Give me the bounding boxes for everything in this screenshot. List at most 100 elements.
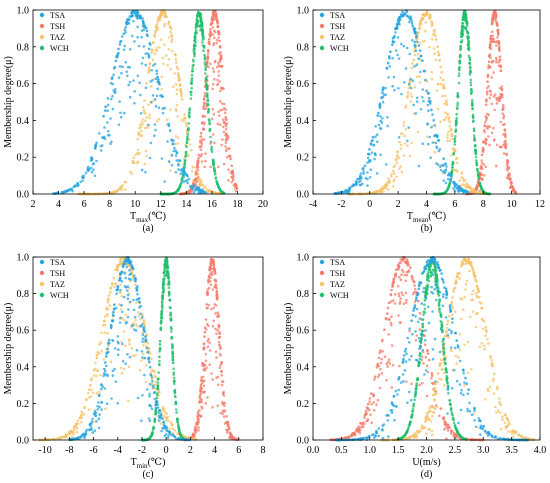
data-point xyxy=(199,141,202,144)
data-point xyxy=(98,405,101,409)
data-point xyxy=(430,108,433,112)
data-point xyxy=(358,183,362,187)
data-point xyxy=(490,102,494,106)
data-point xyxy=(496,29,500,33)
data-point xyxy=(445,327,449,330)
data-point xyxy=(420,358,424,362)
data-point xyxy=(212,70,216,73)
data-point xyxy=(225,415,228,418)
data-point xyxy=(175,88,179,91)
data-point xyxy=(112,310,115,314)
data-point xyxy=(175,408,178,411)
data-point xyxy=(146,341,150,345)
data-point xyxy=(192,179,195,183)
data-point xyxy=(157,411,160,415)
data-point xyxy=(75,427,79,430)
data-point xyxy=(487,135,490,138)
data-point xyxy=(377,111,380,115)
data-point xyxy=(223,404,226,408)
data-point xyxy=(213,268,216,272)
data-point xyxy=(214,327,217,331)
data-point xyxy=(232,183,236,187)
data-point xyxy=(372,394,375,398)
data-point xyxy=(170,423,174,426)
data-point xyxy=(107,342,110,345)
scatter-points xyxy=(51,8,239,196)
data-point xyxy=(193,52,196,56)
y-tick-label: 0.8 xyxy=(297,42,310,53)
data-point xyxy=(441,416,445,420)
data-point xyxy=(469,438,473,441)
data-point xyxy=(417,164,421,168)
data-point xyxy=(454,135,457,138)
data-point xyxy=(475,294,479,298)
data-point xyxy=(408,18,412,21)
data-point xyxy=(430,77,434,81)
data-point xyxy=(452,152,456,156)
data-point xyxy=(166,118,169,121)
data-point xyxy=(438,148,442,151)
data-point xyxy=(95,392,99,395)
data-point xyxy=(447,130,450,134)
data-point xyxy=(127,399,130,403)
data-point xyxy=(145,388,149,391)
data-point xyxy=(391,281,395,285)
data-point xyxy=(99,373,102,377)
data-point xyxy=(393,88,396,92)
data-point xyxy=(448,120,452,124)
x-tick-label: 8 xyxy=(107,199,112,210)
data-point xyxy=(386,360,390,364)
data-point xyxy=(141,118,145,121)
data-point xyxy=(364,413,367,417)
data-point xyxy=(366,152,370,156)
data-point xyxy=(381,100,385,104)
data-point xyxy=(493,40,497,44)
data-point xyxy=(177,74,180,78)
data-point xyxy=(453,189,457,192)
data-point xyxy=(368,176,372,179)
data-point xyxy=(182,175,186,179)
data-point xyxy=(155,399,158,403)
legend-label: TSH xyxy=(50,22,65,31)
data-point xyxy=(448,172,451,175)
data-point xyxy=(421,142,425,145)
data-point xyxy=(445,116,448,119)
data-point xyxy=(192,434,196,438)
data-point xyxy=(153,391,157,394)
data-point xyxy=(503,132,507,136)
data-point xyxy=(178,159,182,162)
y-tick-label: 0.4 xyxy=(297,116,310,127)
data-point xyxy=(413,300,417,304)
data-point xyxy=(455,362,459,365)
data-point xyxy=(410,382,413,386)
data-point xyxy=(389,50,392,54)
data-point xyxy=(108,134,111,137)
data-point xyxy=(364,410,368,413)
data-point xyxy=(225,138,229,141)
data-point xyxy=(449,179,453,183)
data-point xyxy=(114,59,118,63)
data-point xyxy=(207,107,210,111)
data-point xyxy=(491,59,495,63)
data-point xyxy=(219,411,222,415)
data-point xyxy=(466,190,470,194)
data-point xyxy=(410,19,414,23)
data-point xyxy=(371,139,374,142)
data-point xyxy=(229,435,233,438)
data-point xyxy=(379,361,383,365)
data-point xyxy=(119,316,122,320)
data-point xyxy=(411,24,415,28)
y-axis-label: Membership degree(μ) xyxy=(3,56,14,148)
data-point xyxy=(219,354,222,357)
data-point xyxy=(433,52,436,55)
data-point xyxy=(397,18,400,22)
data-point xyxy=(176,420,179,424)
data-point xyxy=(86,167,90,171)
data-point xyxy=(116,285,120,288)
data-point xyxy=(160,157,164,160)
data-point xyxy=(117,263,121,267)
data-point xyxy=(193,428,197,431)
data-point xyxy=(84,171,88,175)
data-point xyxy=(390,386,394,389)
data-point xyxy=(201,115,205,118)
